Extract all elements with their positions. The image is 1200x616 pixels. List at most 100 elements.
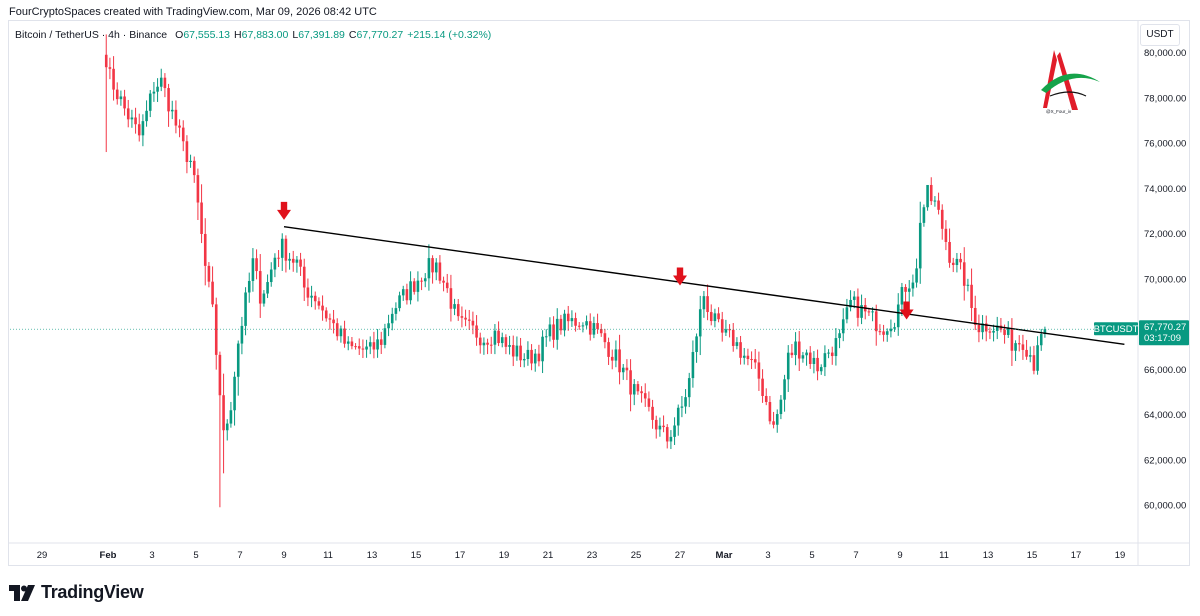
- candle-body: [559, 318, 563, 331]
- time-tick-label: 13: [367, 550, 378, 561]
- close-label: C: [348, 29, 357, 41]
- candle-body: [618, 349, 621, 373]
- time-tick-label: 21: [543, 550, 554, 561]
- time-tick-label: 25: [631, 550, 642, 561]
- candle-body: [757, 362, 761, 379]
- candle-body: [211, 281, 214, 305]
- candle-body: [706, 296, 709, 313]
- candle-body: [922, 207, 926, 223]
- time-tick-label: Mar: [716, 550, 733, 561]
- candle-body: [625, 367, 629, 371]
- candle-body: [471, 320, 475, 326]
- time-tick-label: 3: [149, 550, 154, 561]
- candle-body: [394, 308, 398, 314]
- tradingview-logo[interactable]: TradingView: [9, 582, 144, 603]
- candle-body: [332, 319, 335, 324]
- time-tick-label: 19: [1115, 550, 1126, 561]
- candle-body: [621, 367, 625, 373]
- time-tick-label: 7: [237, 550, 242, 561]
- candle-body: [746, 355, 750, 360]
- candle-body: [651, 406, 654, 420]
- candle-body: [167, 88, 170, 112]
- candle-body: [354, 346, 357, 348]
- candle-body: [390, 313, 394, 324]
- candle-body: [962, 262, 966, 286]
- candle-body: [412, 281, 416, 292]
- candle-body: [115, 89, 119, 100]
- candle-body: [1021, 344, 1025, 350]
- candle-body: [878, 331, 882, 333]
- candle-body: [1043, 329, 1047, 335]
- candle-body: [896, 304, 900, 328]
- time-tick-label: 7: [853, 550, 858, 561]
- candle-body: [1036, 345, 1039, 371]
- candle-body: [511, 345, 515, 357]
- candle-body: [159, 77, 163, 87]
- candles-layer: [104, 34, 1047, 508]
- candle-body: [988, 331, 992, 333]
- time-tick-label: Feb: [100, 550, 117, 561]
- candle-body: [269, 269, 273, 283]
- candle-body: [368, 342, 372, 347]
- candle-body: [552, 324, 555, 340]
- candle-body: [321, 305, 324, 311]
- candle-body: [577, 325, 581, 327]
- candle-body: [779, 399, 783, 415]
- candle-body: [984, 323, 988, 332]
- candle-body: [775, 414, 779, 425]
- candle-body: [460, 316, 464, 318]
- candle-body: [731, 329, 735, 346]
- time-tick-label: 5: [193, 550, 198, 561]
- candle-body: [1006, 328, 1010, 335]
- time-tick-label: 19: [499, 550, 510, 561]
- candle-body: [713, 313, 717, 322]
- candle-body: [907, 288, 911, 292]
- candle-body: [515, 345, 519, 357]
- candle-body: [768, 402, 772, 422]
- candle-body: [720, 319, 724, 333]
- candle-body: [288, 258, 291, 261]
- candle-body: [504, 337, 508, 347]
- candle-body: [841, 319, 845, 334]
- candle-body: [885, 331, 889, 335]
- candle-body: [673, 425, 676, 437]
- candle-body: [783, 379, 786, 400]
- candle-body: [541, 336, 544, 362]
- time-tick-label: 11: [939, 550, 949, 561]
- candle-body: [860, 305, 863, 318]
- candle-body: [676, 407, 680, 426]
- candle-body: [654, 419, 658, 430]
- resistance-trendline[interactable]: [283, 226, 1125, 346]
- ticker-tag-label: BTCUSDT: [1094, 324, 1139, 335]
- candle-body: [530, 349, 533, 364]
- symbol-title[interactable]: Bitcoin / TetherUS · 4h · Binance: [15, 29, 168, 41]
- price-tick-label: 64,000.00: [1144, 410, 1186, 421]
- candle-body: [662, 425, 665, 428]
- candle-body: [724, 329, 728, 333]
- candle-body: [372, 342, 376, 350]
- arrows-layer: [277, 201, 914, 320]
- candle-body: [973, 307, 977, 325]
- candle-body: [849, 299, 852, 308]
- candle-body: [449, 288, 453, 309]
- candle-body: [566, 313, 570, 322]
- candle-body: [1039, 334, 1043, 346]
- candle-body: [482, 342, 486, 346]
- candle-body: [401, 289, 405, 296]
- candle-body: [405, 289, 409, 301]
- candle-body: [108, 67, 112, 69]
- candle-body: [302, 266, 306, 288]
- candle-countdown-label: 03:17:09: [1144, 333, 1181, 344]
- candle-body: [838, 333, 841, 339]
- candle-body: [570, 318, 574, 322]
- chart-credit: FourCryptoSpaces created with TradingVie…: [9, 6, 377, 18]
- candle-body: [192, 160, 196, 176]
- candle-body: [398, 295, 401, 309]
- candle-body: [156, 86, 159, 92]
- candle-body: [929, 184, 933, 202]
- candle-body: [805, 352, 808, 356]
- currency-button[interactable]: USDT: [1140, 24, 1180, 46]
- price-tick-label: 66,000.00: [1144, 365, 1186, 376]
- candle-body: [456, 304, 460, 317]
